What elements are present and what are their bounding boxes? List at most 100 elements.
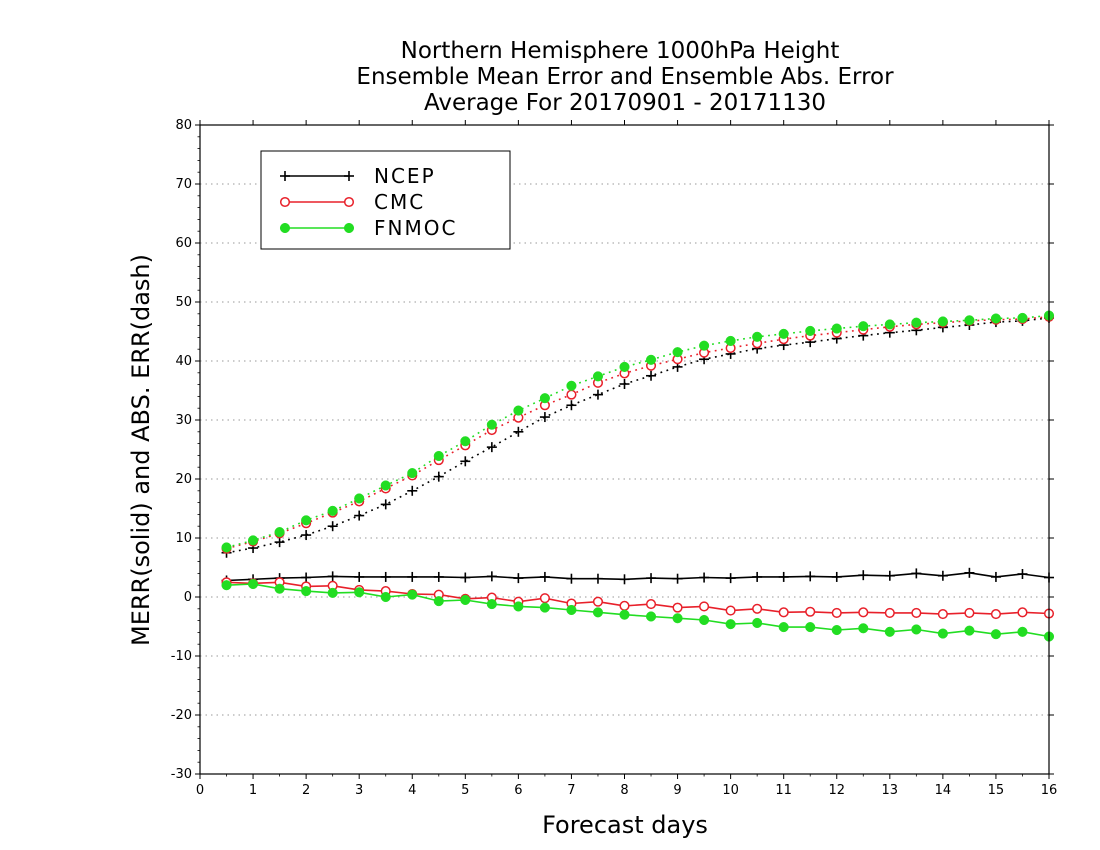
fnmoc-merr-point bbox=[592, 607, 604, 618]
legend-label-fnmoc: FNMOC bbox=[374, 216, 457, 240]
cmc-merr-point bbox=[592, 596, 604, 607]
fnmoc-abs-err-point bbox=[354, 493, 365, 504]
fnmoc-merr-point bbox=[645, 611, 657, 622]
ncep-merr-point bbox=[486, 571, 497, 582]
cmc-merr-point bbox=[964, 607, 975, 618]
fnmoc-abs-err-point bbox=[831, 323, 842, 334]
cmc-merr-point bbox=[778, 607, 789, 618]
x-tick-label: 15 bbox=[988, 783, 1005, 798]
legend-item-fnmoc: FNMOC bbox=[279, 216, 457, 240]
fnmoc-abs-err-point bbox=[805, 325, 816, 336]
cmc-merr-point bbox=[911, 607, 922, 618]
cmc-merr-point bbox=[539, 593, 550, 604]
fnmoc-abs-err-point bbox=[433, 450, 444, 462]
fnmoc-abs-err-point bbox=[990, 313, 1001, 324]
ncep-merr-point bbox=[566, 573, 577, 584]
fnmoc-abs-err-point bbox=[884, 319, 895, 330]
cmc-merr-line bbox=[226, 581, 1050, 615]
fnmoc-merr-point bbox=[486, 599, 497, 610]
cmc-merr-point bbox=[884, 607, 895, 618]
x-tick-label: 13 bbox=[882, 783, 899, 798]
x-axis-ticks: 0 1 2 3 4 5 6 7 8 9 10 11 12 13 14 15 16 bbox=[196, 120, 1057, 798]
fnmoc-abs-err-point bbox=[1017, 312, 1028, 323]
fnmoc-merr-point bbox=[1017, 626, 1028, 637]
x-tick-label: 4 bbox=[408, 783, 416, 798]
plot-series bbox=[221, 310, 1055, 642]
y-tick-label: 20 bbox=[175, 472, 192, 487]
fnmoc-abs-err-point bbox=[645, 354, 657, 365]
fnmoc-abs-err-point bbox=[699, 340, 710, 351]
fnmoc-merr-point bbox=[460, 594, 471, 606]
fnmoc-abs-err-line bbox=[226, 314, 1050, 549]
x-tick-label: 11 bbox=[775, 783, 792, 798]
ncep-abs-err-point bbox=[486, 442, 497, 453]
cmc-merr-point bbox=[725, 605, 736, 616]
fnmoc-abs-err-point bbox=[486, 419, 497, 430]
ncep-abs-err-point bbox=[566, 400, 577, 411]
x-tick-label: 3 bbox=[355, 783, 363, 798]
fnmoc-abs-err-point bbox=[380, 480, 391, 491]
ncep-abs-err-point bbox=[619, 379, 630, 390]
fnmoc-abs-err-point bbox=[301, 515, 312, 526]
legend-label-cmc: CMC bbox=[374, 190, 425, 214]
ncep-abs-err-point bbox=[539, 412, 550, 423]
ncep-merr-point bbox=[858, 570, 869, 581]
ncep-merr-point bbox=[1017, 568, 1028, 579]
ncep-merr-point bbox=[672, 573, 683, 584]
x-tick-label: 9 bbox=[673, 783, 681, 798]
legend-marker-fnmoc-start bbox=[279, 222, 291, 234]
ncep-merr-line bbox=[226, 571, 1050, 582]
legend-marker-ncep-end bbox=[344, 171, 354, 181]
fnmoc-merr-point bbox=[805, 622, 816, 633]
fnmoc-abs-err-point bbox=[460, 436, 471, 447]
ncep-merr-point bbox=[380, 571, 391, 582]
fnmoc-merr-point bbox=[990, 629, 1001, 640]
fnmoc-merr-point bbox=[327, 587, 338, 598]
fnmoc-merr-point bbox=[274, 583, 285, 594]
fnmoc-merr-point bbox=[672, 613, 683, 624]
fnmoc-merr-point bbox=[354, 587, 365, 598]
x-axis-label: Forecast days bbox=[542, 811, 708, 839]
title-line-1: Northern Hemisphere 1000hPa Height bbox=[401, 38, 840, 64]
title-line-2: Ensemble Mean Error and Ensemble Abs. Er… bbox=[356, 64, 894, 90]
x-tick-label: 12 bbox=[828, 783, 845, 798]
fnmoc-abs-err-point bbox=[778, 328, 789, 339]
legend-box bbox=[260, 150, 511, 250]
fnmoc-merr-line bbox=[226, 583, 1050, 638]
fnmoc-abs-err-point bbox=[752, 331, 763, 342]
cmc-merr-point bbox=[1017, 607, 1028, 618]
cmc-merr-point bbox=[805, 606, 816, 617]
ncep-merr-point bbox=[805, 571, 816, 582]
cmc-merr-point bbox=[937, 609, 948, 620]
fnmoc-abs-err-point bbox=[672, 347, 683, 358]
x-tick-label: 16 bbox=[1041, 783, 1058, 798]
fnmoc-abs-err-point bbox=[513, 405, 524, 416]
fnmoc-series bbox=[221, 310, 1055, 642]
ncep-merr-point bbox=[911, 568, 922, 579]
ncep-merr-point bbox=[778, 571, 789, 582]
fnmoc-merr-point bbox=[539, 602, 550, 613]
ncep-merr-point bbox=[752, 571, 763, 582]
ncep-merr-point bbox=[407, 571, 418, 582]
ncep-merr-point bbox=[301, 572, 312, 583]
fnmoc-merr-point bbox=[619, 609, 630, 620]
ncep-merr-point bbox=[539, 571, 550, 582]
x-tick-label: 6 bbox=[514, 783, 522, 798]
cmc-merr-point bbox=[752, 603, 763, 614]
ncep-merr-point bbox=[513, 573, 524, 584]
legend-marker-ncep-start bbox=[280, 171, 290, 181]
fnmoc-merr-point bbox=[301, 586, 312, 597]
fnmoc-abs-err-point bbox=[566, 380, 577, 391]
legend-item-ncep: NCEP bbox=[280, 164, 434, 188]
fnmoc-merr-point bbox=[911, 624, 922, 635]
ncep-merr-point bbox=[964, 567, 975, 578]
fnmoc-abs-err-point bbox=[937, 316, 948, 327]
fnmoc-abs-err-point bbox=[911, 317, 922, 328]
ncep-abs-err-point bbox=[301, 530, 312, 541]
cmc-series bbox=[221, 311, 1055, 620]
ncep-merr-point bbox=[327, 571, 338, 582]
y-axis-ticks: -30 -20 -10 0 10 20 30 40 50 60 70 80 bbox=[171, 118, 1054, 782]
fnmoc-abs-err-point bbox=[248, 535, 259, 546]
fnmoc-merr-point bbox=[407, 589, 418, 600]
